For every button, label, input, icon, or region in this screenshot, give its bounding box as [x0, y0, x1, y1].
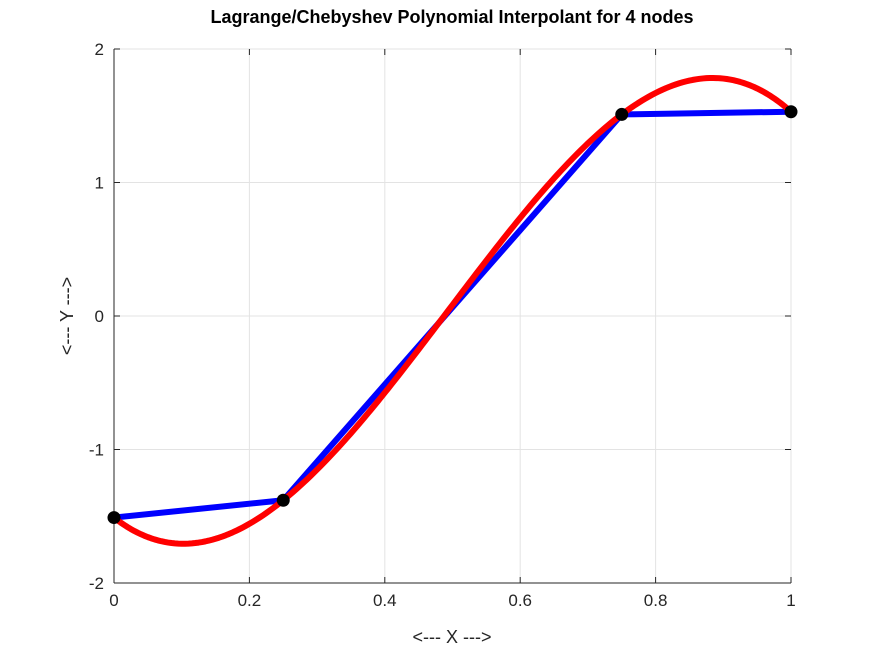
linear-interpolant-line — [113, 108, 792, 521]
node-point — [784, 105, 798, 119]
series-group — [107, 74, 798, 547]
grid — [113, 48, 792, 584]
y-tick-label: -2 — [89, 574, 104, 593]
tick-labels: 0 0.2 0.4 0.6 0.8 1 -2 -1 0 1 2 — [89, 40, 796, 610]
y-tick-label: 2 — [95, 40, 104, 59]
x-tick-label: 0.6 — [508, 591, 532, 610]
y-tick-label: 0 — [95, 307, 104, 326]
x-tick-label: 0 — [109, 591, 118, 610]
x-axis-label: <--- X ---> — [413, 627, 492, 647]
x-tick-label: 0.4 — [373, 591, 397, 610]
node-point — [615, 107, 629, 121]
axes — [113, 48, 792, 584]
y-axis-label: <--- Y ---> — [57, 277, 77, 355]
x-tick-label: 0.2 — [238, 591, 262, 610]
y-tick-label: 1 — [95, 174, 104, 193]
chart-title: Lagrange/Chebyshev Polynomial Interpolan… — [210, 7, 693, 27]
node-point — [276, 493, 290, 507]
node-point — [107, 511, 121, 525]
x-tick-label: 1 — [786, 591, 795, 610]
x-tick-label: 0.8 — [644, 591, 668, 610]
y-tick-label: -1 — [89, 441, 104, 460]
polynomial-interpolant-curve — [112, 74, 793, 547]
